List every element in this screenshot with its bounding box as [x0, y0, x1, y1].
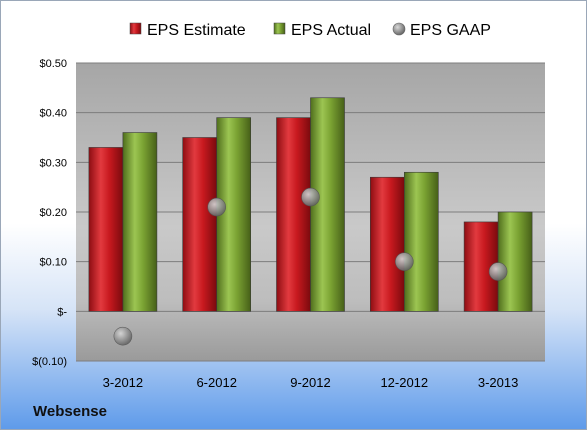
legend: EPS Estimate EPS Actual EPS GAAP	[129, 22, 491, 39]
bars	[88, 97, 533, 312]
y-tick-label: $-	[57, 306, 67, 318]
legend-label-eps-gaap: EPS GAAP	[410, 22, 491, 39]
legend-swatch-eps-actual	[273, 22, 286, 35]
legend-label-eps-actual: EPS Actual	[291, 22, 371, 39]
marker-eps-gaap	[301, 187, 320, 207]
legend-label-eps-estimate: EPS Estimate	[147, 22, 246, 39]
marker-eps-gaap	[394, 252, 414, 271]
y-tick-label: $0.40	[39, 108, 67, 120]
x-tick-label: 9-2012	[290, 375, 330, 390]
bar-eps-estimate	[369, 176, 405, 312]
bar-eps-actual	[122, 132, 158, 312]
bar-eps-estimate	[88, 147, 124, 312]
x-tick-label: 6-2012	[196, 375, 236, 390]
y-tick-label: $0.10	[39, 257, 67, 269]
legend-swatch-eps-estimate	[129, 22, 142, 35]
y-tick-label: $(0.10)	[32, 356, 67, 368]
y-tick-label: $0.50	[39, 58, 67, 70]
bar-eps-estimate	[182, 137, 217, 312]
x-tick-label: 12-2012	[380, 375, 428, 390]
bar-eps-actual	[310, 97, 345, 312]
bar-eps-actual	[497, 211, 533, 312]
marker-eps-gaap	[207, 197, 226, 217]
marker-eps-gaap	[113, 326, 133, 346]
x-tick-label: 3-2013	[478, 375, 518, 390]
y-tick-label: $0.30	[39, 157, 67, 169]
marker-eps-gaap	[488, 262, 508, 281]
x-tick-label: 3-2012	[103, 375, 143, 390]
y-axis: $0.50 $0.40 $0.30 $0.20 $0.10 $- $(0.10)	[32, 58, 67, 368]
x-axis: 3-2012 6-2012 9-2012 12-2012 3-2013	[103, 375, 519, 390]
y-tick-label: $0.20	[39, 207, 67, 219]
bar-eps-actual	[403, 171, 439, 312]
company-name: Websense	[33, 403, 107, 420]
gaap-markers	[113, 187, 508, 346]
bar-eps-estimate	[276, 117, 311, 312]
legend-swatch-eps-gaap	[392, 22, 406, 36]
bar-eps-actual	[216, 117, 251, 312]
